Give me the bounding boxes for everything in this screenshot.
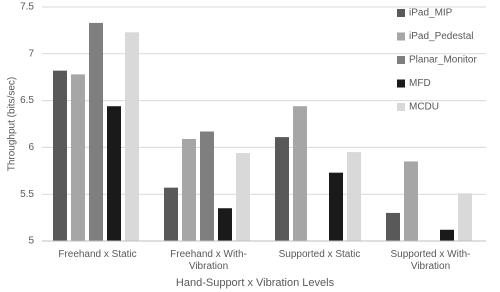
x-tick-label: Freehand x With-Vibration — [170, 249, 247, 272]
bar — [182, 138, 196, 241]
bar — [458, 193, 472, 241]
y-tick-label: 5 — [28, 236, 34, 247]
bar — [293, 106, 307, 241]
legend-label: Planar_Monitor — [409, 55, 477, 66]
bar — [440, 229, 454, 241]
legend-swatch — [397, 79, 405, 88]
y-tick-label: 5.5 — [20, 189, 34, 200]
bar — [89, 22, 103, 241]
y-tick-label: 6.5 — [20, 95, 34, 106]
legend-swatch — [397, 32, 405, 41]
bar — [107, 106, 121, 241]
bar — [125, 32, 139, 241]
bar — [71, 74, 85, 241]
y-axis-title: Throughput (bits/sec) — [7, 77, 18, 172]
legend-label: iPad_Pedestal — [409, 31, 474, 42]
legend-swatch — [397, 9, 405, 17]
x-tick-label: Freehand x Static — [58, 249, 137, 260]
legend-swatch — [397, 103, 405, 111]
y-tick-label: 7 — [28, 48, 34, 59]
bar — [347, 152, 361, 241]
y-tick-label: 7.5 — [20, 2, 34, 13]
bar — [236, 153, 250, 241]
x-tick-label: Supported x Static — [278, 249, 361, 260]
bar — [386, 212, 400, 241]
bar — [53, 70, 67, 241]
x-axis-title: Hand-Support x Vibration Levels — [176, 277, 335, 289]
legend-label: iPad_MIP — [409, 8, 453, 19]
bar — [329, 172, 343, 241]
bar — [218, 208, 232, 241]
y-tick-label: 6 — [28, 142, 34, 153]
legend-label: MFD — [409, 78, 431, 89]
legend-label: MCDU — [409, 102, 439, 113]
bar — [200, 131, 214, 241]
legend-swatch — [397, 56, 405, 64]
bar — [404, 161, 418, 241]
x-tick-label: Supported x With-Vibration — [390, 249, 471, 272]
bar — [275, 137, 289, 241]
bar — [164, 187, 178, 241]
